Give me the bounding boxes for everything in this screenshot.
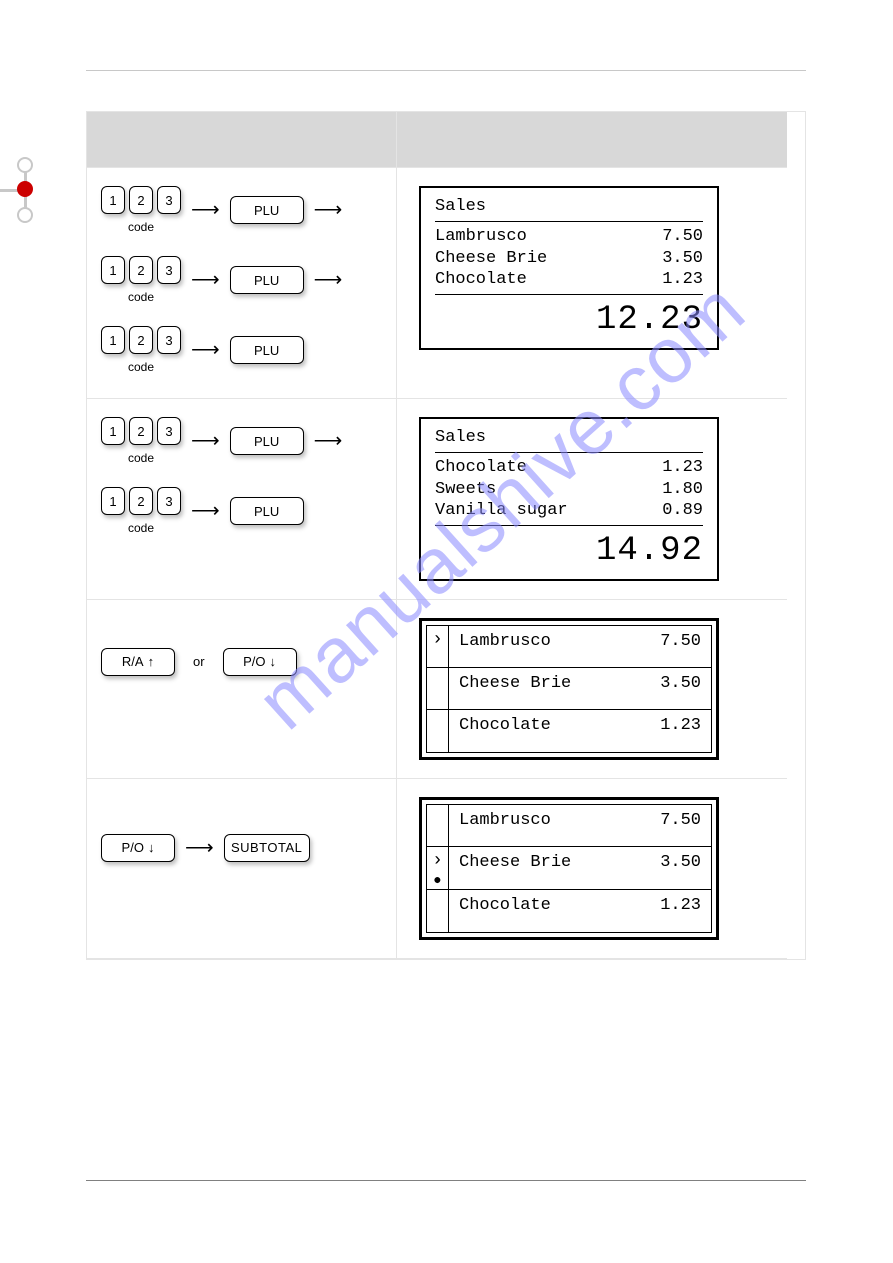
plu-key[interactable]: PLU — [230, 196, 304, 224]
list-row: ›●Cheese Brie3.50 — [427, 847, 711, 890]
arrow-right-icon: ⟶ — [191, 340, 220, 360]
subtotal-key[interactable]: SUBTOTAL — [224, 834, 310, 862]
arrow-right-icon: ⟶ — [314, 200, 343, 220]
digit-key[interactable]: 2 — [129, 186, 153, 214]
display-title: Sales — [435, 196, 703, 217]
table-header-right — [397, 112, 787, 168]
code-label: code — [128, 451, 154, 465]
arrow-right-icon: ⟶ — [191, 270, 220, 290]
receipt-line: Chocolate1.23 — [435, 457, 703, 478]
code-keys: 1 2 3 code — [101, 186, 181, 234]
list-row: Chocolate1.23 — [427, 710, 711, 752]
scroll-list-1: ›Lambrusco7.50 Cheese Brie3.50 Chocolate… — [419, 618, 719, 760]
receipt-line: Lambrusco7.50 — [435, 226, 703, 247]
arrow-right-icon: ⟶ — [314, 270, 343, 290]
list-row: ›Lambrusco7.50 — [427, 626, 711, 668]
row3-left: R/A↑ or P/O↓ — [87, 600, 397, 779]
bottom-rule — [86, 1180, 806, 1181]
receipt-line: Cheese Brie3.50 — [435, 248, 703, 269]
or-label: or — [193, 654, 205, 669]
arrow-right-icon: ⟶ — [314, 431, 343, 451]
digit-key[interactable]: 1 — [101, 417, 125, 445]
digit-key[interactable]: 1 — [101, 186, 125, 214]
arrow-right-icon: ⟶ — [191, 200, 220, 220]
digit-key[interactable]: 3 — [157, 186, 181, 214]
sales-display-1: Sales Lambrusco7.50 Cheese Brie3.50 Choc… — [419, 186, 719, 350]
row-marker — [427, 668, 449, 709]
ra-up-key[interactable]: R/A↑ — [101, 648, 175, 676]
arrow-right-icon: ⟶ — [191, 501, 220, 521]
row4-right: Lambrusco7.50 ›●Cheese Brie3.50 Chocolat… — [397, 779, 787, 959]
code-keys: 1 2 3 code — [101, 256, 181, 304]
row-marker-selected: ›● — [427, 847, 449, 889]
table-header-left — [87, 112, 397, 168]
digit-key[interactable]: 3 — [157, 417, 181, 445]
po-down-key[interactable]: P/O↓ — [223, 648, 297, 676]
digit-key[interactable]: 3 — [157, 326, 181, 354]
digit-key[interactable]: 1 — [101, 256, 125, 284]
plu-key[interactable]: PLU — [230, 427, 304, 455]
plu-key[interactable]: PLU — [230, 497, 304, 525]
display-total: 12.23 — [435, 299, 703, 342]
list-row: Lambrusco7.50 — [427, 805, 711, 847]
sales-display-2: Sales Chocolate1.23 Sweets1.80 Vanilla s… — [419, 417, 719, 581]
digit-key[interactable]: 3 — [157, 487, 181, 515]
top-rule — [86, 70, 806, 71]
row-marker — [427, 805, 449, 846]
code-keys: 1 2 3 code — [101, 417, 181, 465]
row-marker: › — [427, 626, 449, 667]
up-arrow-icon: ↑ — [148, 654, 155, 669]
receipt-line: Chocolate1.23 — [435, 269, 703, 290]
plu-key[interactable]: PLU — [230, 336, 304, 364]
row1-right: Sales Lambrusco7.50 Cheese Brie3.50 Choc… — [397, 168, 787, 399]
row4-left: P/O↓ ⟶ SUBTOTAL — [87, 779, 397, 959]
scroll-list-2: Lambrusco7.50 ›●Cheese Brie3.50 Chocolat… — [419, 797, 719, 940]
code-keys: 1 2 3 code — [101, 487, 181, 535]
row2-right: Sales Chocolate1.23 Sweets1.80 Vanilla s… — [397, 399, 787, 600]
digit-key[interactable]: 2 — [129, 326, 153, 354]
arrow-right-icon: ⟶ — [191, 431, 220, 451]
list-row: Chocolate1.23 — [427, 890, 711, 932]
receipt-line: Vanilla sugar0.89 — [435, 500, 703, 521]
list-row: Cheese Brie3.50 — [427, 668, 711, 710]
row3-right: ›Lambrusco7.50 Cheese Brie3.50 Chocolate… — [397, 600, 787, 779]
page-content: 1 2 3 code ⟶ PLU ⟶ 1 2 — [86, 70, 806, 960]
code-label: code — [128, 220, 154, 234]
down-arrow-icon: ↓ — [270, 654, 277, 669]
digit-key[interactable]: 1 — [101, 487, 125, 515]
code-label: code — [128, 290, 154, 304]
row-marker — [427, 890, 449, 932]
display-total: 14.92 — [435, 530, 703, 573]
code-label: code — [128, 360, 154, 374]
code-keys: 1 2 3 code — [101, 326, 181, 374]
receipt-line: Sweets1.80 — [435, 479, 703, 500]
row2-left: 1 2 3 code ⟶ PLU ⟶ 1 2 — [87, 399, 397, 600]
arrow-right-icon: ⟶ — [185, 838, 214, 858]
instruction-table: 1 2 3 code ⟶ PLU ⟶ 1 2 — [86, 111, 806, 960]
down-arrow-icon: ↓ — [148, 840, 155, 855]
row-marker — [427, 710, 449, 752]
digit-key[interactable]: 2 — [129, 256, 153, 284]
digit-key[interactable]: 2 — [129, 417, 153, 445]
digit-key[interactable]: 2 — [129, 487, 153, 515]
plu-key[interactable]: PLU — [230, 266, 304, 294]
code-label: code — [128, 521, 154, 535]
po-down-key[interactable]: P/O↓ — [101, 834, 175, 862]
digit-key[interactable]: 1 — [101, 326, 125, 354]
display-title: Sales — [435, 427, 703, 448]
digit-key[interactable]: 3 — [157, 256, 181, 284]
row1-left: 1 2 3 code ⟶ PLU ⟶ 1 2 — [87, 168, 397, 399]
